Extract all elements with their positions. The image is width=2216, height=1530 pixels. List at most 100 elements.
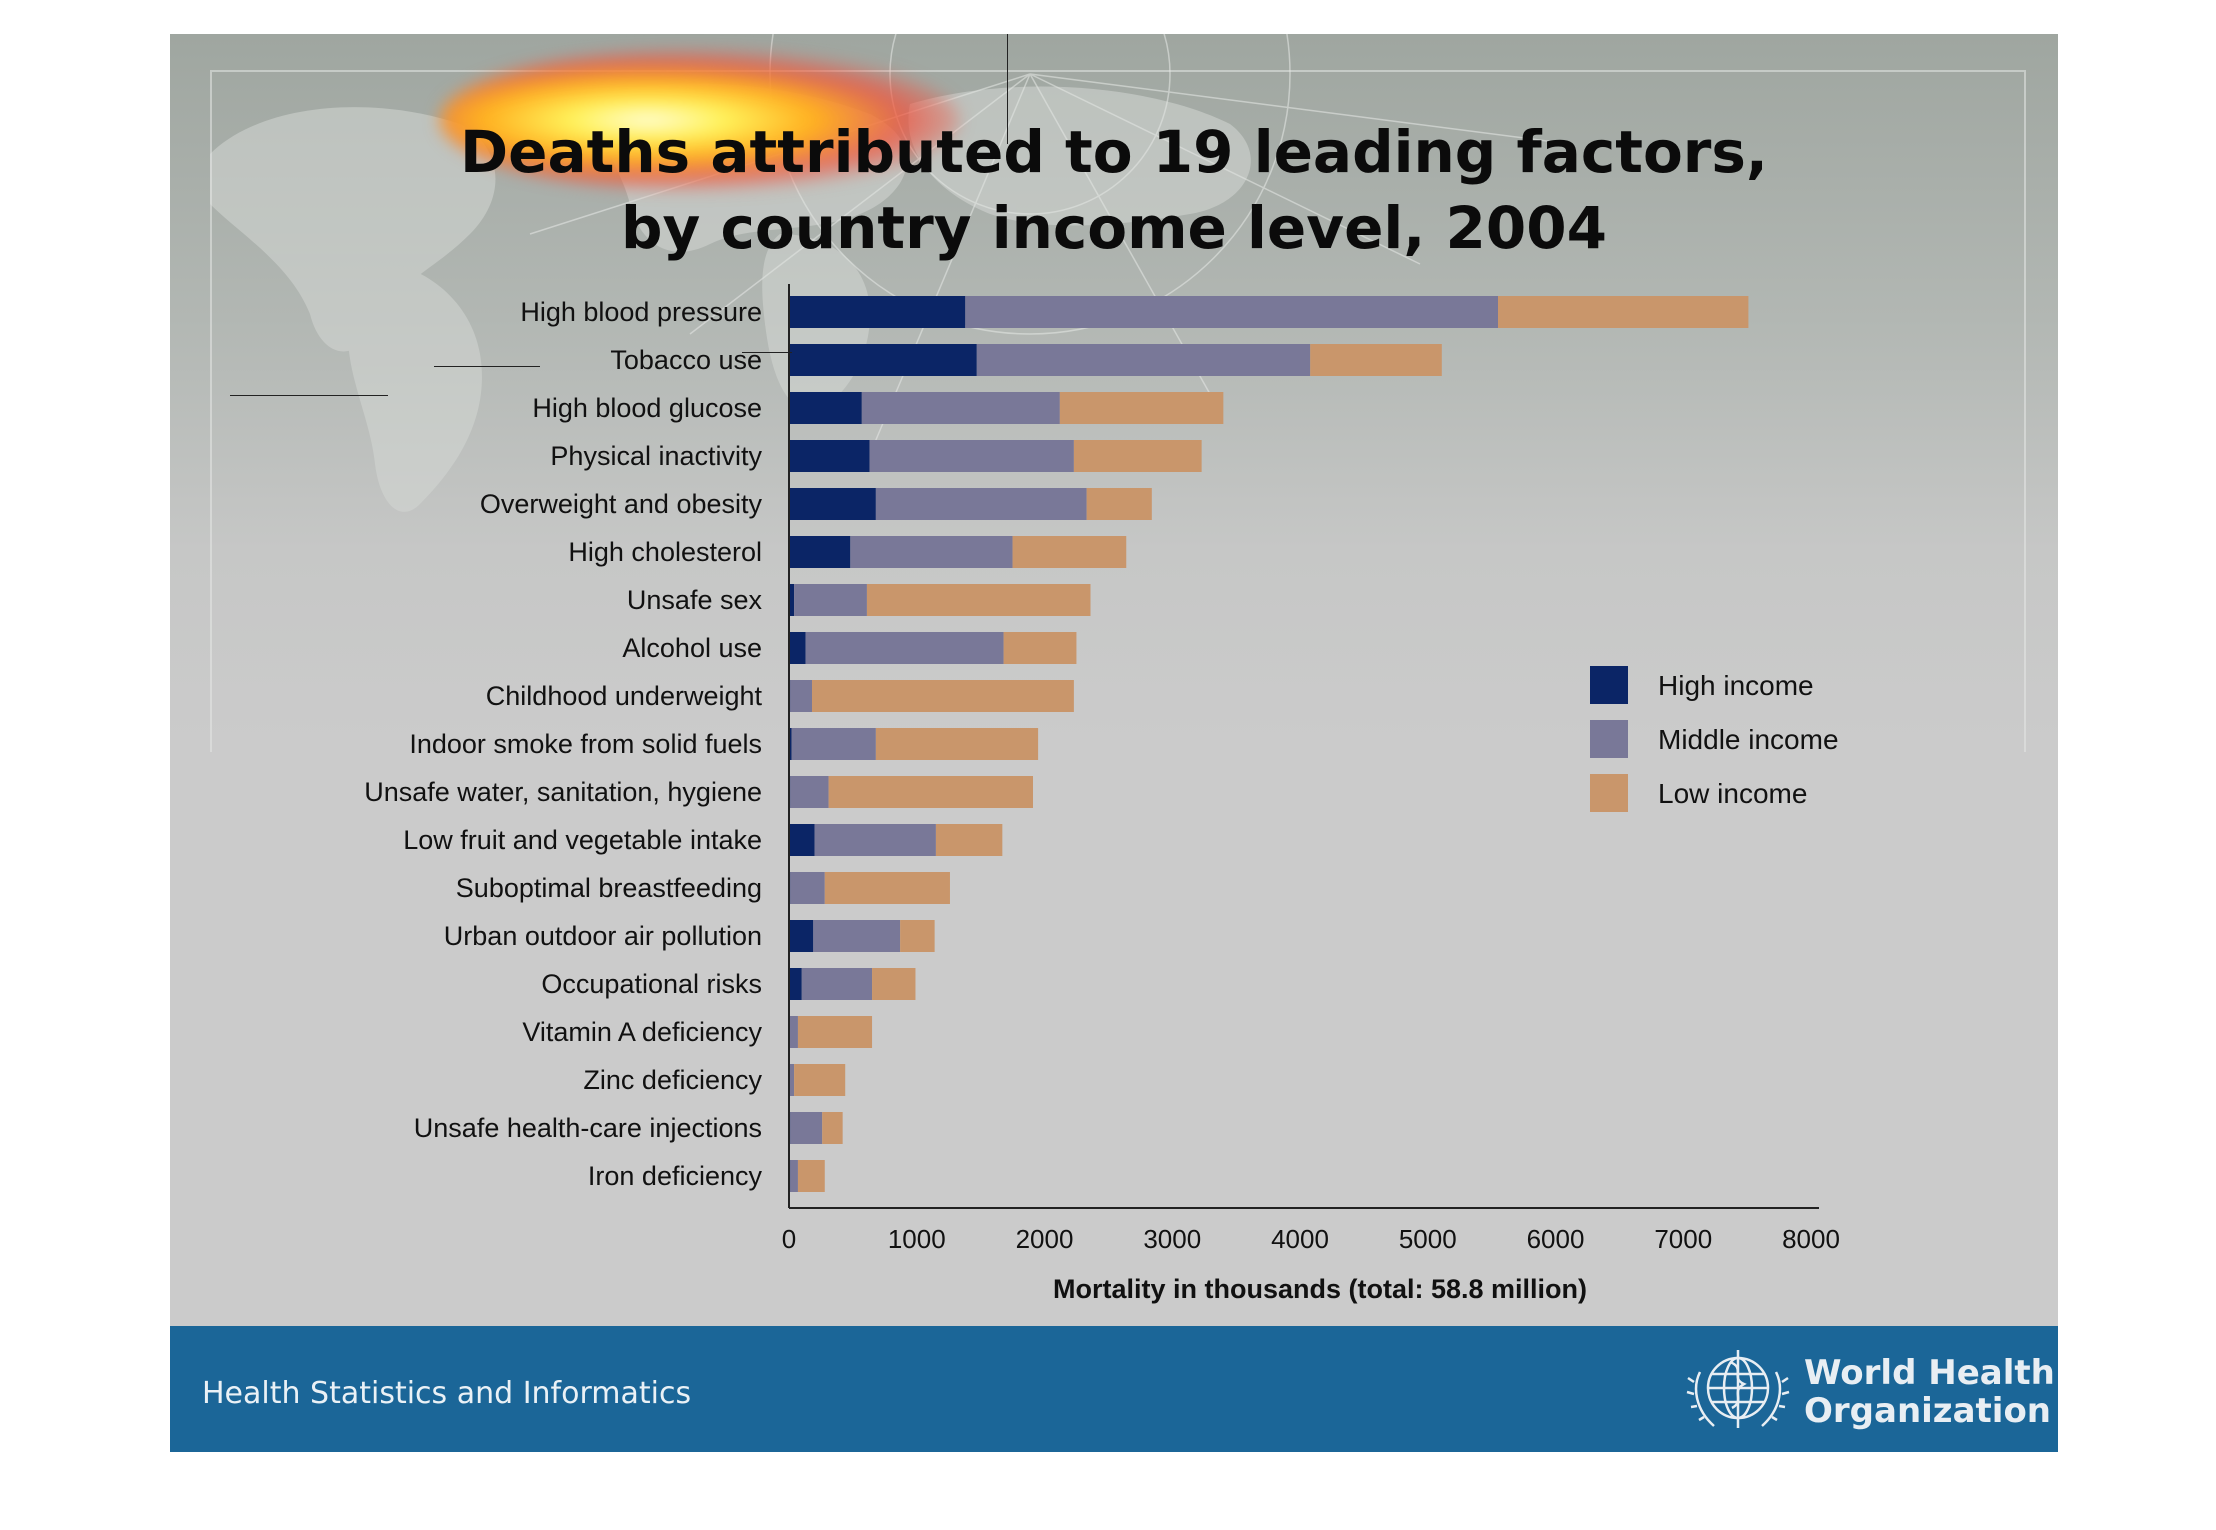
bar-physical-inactivity-high-income [789, 440, 870, 472]
bar-unsafe-health-care-injections-low-income [822, 1112, 843, 1144]
category-label: Tobacco use [610, 345, 762, 375]
category-label: Overweight and obesity [480, 489, 763, 519]
bar-low-fruit-and-vegetable-intake-low-income [935, 824, 1003, 856]
bar-low-fruit-and-vegetable-intake-middle-income [814, 824, 936, 856]
bar-vitamin-a-deficiency-low-income [797, 1016, 873, 1048]
category-label: Unsafe sex [627, 585, 763, 615]
bar-zinc-deficiency-low-income [794, 1064, 846, 1096]
stray-line-vertical [1007, 34, 1008, 144]
bar-zinc-deficiency-middle-income [789, 1064, 795, 1096]
bar-high-blood-pressure-high-income [789, 296, 966, 328]
bar-occupational-risks-high-income [789, 968, 802, 1000]
bar-indoor-smoke-from-solid-fuels-low-income [875, 728, 1039, 760]
legend-swatch-middle-income [1590, 720, 1628, 758]
stray-line-1 [230, 395, 388, 396]
bar-unsafe-sex-low-income [866, 584, 1091, 616]
bar-occupational-risks-low-income [872, 968, 916, 1000]
category-label: Iron deficiency [588, 1161, 763, 1191]
bar-low-fruit-and-vegetable-intake-high-income [789, 824, 815, 856]
title-line-1: Deaths attributed to 19 leading factors, [460, 118, 1768, 186]
bar-suboptimal-breastfeeding-low-income [824, 872, 950, 904]
bar-tobacco-use-middle-income [976, 344, 1311, 376]
bar-iron-deficiency-low-income [797, 1160, 825, 1192]
legend-swatch-low-income [1590, 774, 1628, 812]
bar-high-cholesterol-middle-income [850, 536, 1013, 568]
bar-overweight-and-obesity-middle-income [875, 488, 1087, 520]
category-label: High blood glucose [532, 393, 762, 423]
bar-high-blood-glucose-middle-income [861, 392, 1060, 424]
footer-bar: Health Statistics and Informatics World … [170, 1326, 2058, 1452]
bar-unsafe-sex-middle-income [794, 584, 867, 616]
legend-label-high-income: High income [1658, 670, 1814, 701]
who-wordmark-line-1: World Health [1804, 1353, 2055, 1393]
bar-childhood-underweight-low-income [811, 680, 1074, 712]
x-tick-label: 6000 [1527, 1224, 1585, 1254]
bar-alcohol-use-high-income [789, 632, 806, 664]
stray-line-3 [742, 352, 792, 353]
category-label: Vitamin A deficiency [522, 1017, 762, 1047]
x-tick-label: 1000 [888, 1224, 946, 1254]
inner-frame [210, 70, 2026, 752]
category-label: Unsafe health-care injections [414, 1113, 762, 1143]
axes-group [788, 284, 1819, 1209]
bar-indoor-smoke-from-solid-fuels-high-income [789, 728, 792, 760]
bar-alcohol-use-low-income [1003, 632, 1077, 664]
bar-alcohol-use-middle-income [805, 632, 1004, 664]
x-tick-label: 7000 [1654, 1224, 1712, 1254]
bar-high-blood-pressure-low-income [1498, 296, 1749, 328]
category-label: Alcohol use [622, 633, 762, 663]
bar-overweight-and-obesity-high-income [789, 488, 876, 520]
bar-high-cholesterol-high-income [789, 536, 851, 568]
bar-high-blood-pressure-middle-income [965, 296, 1499, 328]
category-label: Indoor smoke from solid fuels [409, 729, 762, 759]
bar-occupational-risks-middle-income [801, 968, 873, 1000]
highlight-blob [440, 50, 960, 190]
x-tick-label: 3000 [1143, 1224, 1201, 1254]
category-label: Zinc deficiency [583, 1065, 762, 1095]
bar-suboptimal-breastfeeding-middle-income [790, 872, 825, 904]
bar-urban-outdoor-air-pollution-high-income [789, 920, 814, 952]
bar-urban-outdoor-air-pollution-middle-income [813, 920, 901, 952]
bar-high-blood-glucose-low-income [1059, 392, 1224, 424]
category-label: High cholesterol [568, 537, 762, 567]
stacked-bar-chart: High blood pressure Tobacco use High blood… [364, 284, 1840, 1304]
x-tick-label: 0 [782, 1224, 796, 1254]
who-wordmark: World Health Organization [1804, 1354, 2055, 1430]
x-tick-labels-group: 0 1000 2000 3000 4000 5000 6000 7000 8000 [782, 1224, 1840, 1254]
footer-department-text: Health Statistics and Informatics [202, 1376, 692, 1411]
category-label: Unsafe water, sanitation, hygiene [364, 777, 762, 807]
x-tick-label: 8000 [1782, 1224, 1840, 1254]
title-line-2: by country income level, 2004 [621, 194, 1607, 262]
category-label: Urban outdoor air pollution [444, 921, 762, 951]
bar-unsafe-water-sanitation-hygiene-low-income [828, 776, 1034, 808]
bar-childhood-underweight-middle-income [790, 680, 812, 712]
x-tick-label: 5000 [1399, 1224, 1457, 1254]
legend: High income Middle income Low income [1590, 666, 1839, 812]
bar-indoor-smoke-from-solid-fuels-middle-income [791, 728, 876, 760]
bar-high-cholesterol-low-income [1012, 536, 1127, 568]
slide: Deaths attributed to 19 leading factors,… [170, 34, 2058, 1452]
legend-label-low-income: Low income [1658, 778, 1807, 809]
category-label: Occupational risks [541, 969, 762, 999]
legend-label-middle-income: Middle income [1658, 724, 1839, 755]
bar-high-blood-glucose-high-income [789, 392, 862, 424]
bars-group [789, 296, 1749, 1192]
bar-urban-outdoor-air-pollution-low-income [900, 920, 935, 952]
bar-vitamin-a-deficiency-middle-income [789, 1016, 798, 1048]
who-wordmark-line-2: Organization [1804, 1391, 2052, 1431]
category-label: Physical inactivity [550, 441, 762, 471]
bar-unsafe-water-sanitation-hygiene-middle-income [790, 776, 829, 808]
category-label: Suboptimal breastfeeding [456, 873, 762, 903]
x-tick-label: 2000 [1016, 1224, 1074, 1254]
bar-iron-deficiency-middle-income [790, 1160, 798, 1192]
bar-unsafe-sex-high-income [789, 584, 795, 616]
legend-swatch-high-income [1590, 666, 1628, 704]
slide-background [170, 34, 2058, 1324]
category-label: Low fruit and vegetable intake [403, 825, 762, 855]
bar-physical-inactivity-low-income [1073, 440, 1202, 472]
bar-physical-inactivity-middle-income [869, 440, 1074, 472]
category-label: Childhood underweight [486, 681, 763, 711]
stray-line-2 [434, 366, 540, 367]
x-axis-label: Mortality in thousands (total: 58.8 mill… [1053, 1274, 1587, 1304]
chart-title: Deaths attributed to 19 leading factors,… [170, 114, 2058, 266]
